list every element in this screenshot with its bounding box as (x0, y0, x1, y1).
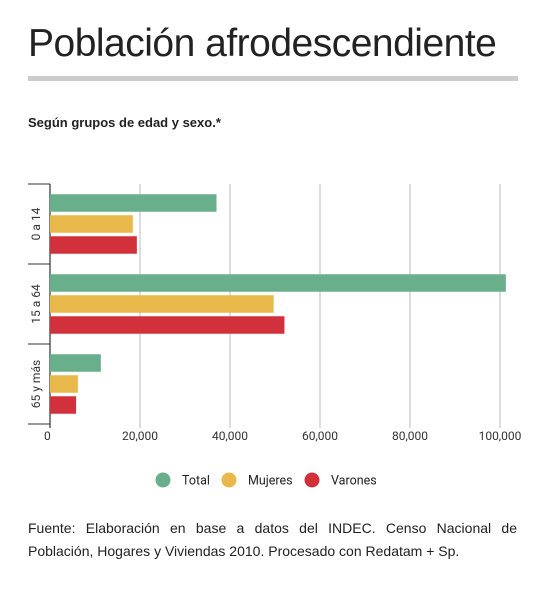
x-tick-label: 60,000 (302, 429, 338, 443)
y-tick-label: 15 a 64 (29, 284, 43, 324)
bar (50, 354, 101, 372)
x-tick-label: 100,000 (479, 429, 522, 443)
chart-subtitle: Según grupos de edad y sexo.* (28, 115, 221, 130)
bar (50, 295, 274, 313)
source-note: Fuente: Elaboración en base a datos del … (28, 520, 517, 559)
bar (50, 316, 285, 334)
title-rule (28, 76, 518, 81)
bar (50, 396, 77, 414)
bar (50, 274, 506, 292)
legend-label: Varones (331, 473, 377, 488)
legend-swatch (304, 472, 320, 488)
y-tick-label: 65 y más (29, 360, 43, 408)
chart: 0 20,000 40,000 60,000 80,000 100,000 0 a 14 15… (28, 183, 522, 488)
bar (50, 236, 137, 254)
legend-swatch (221, 472, 237, 488)
legend-label: Total (182, 473, 210, 488)
x-tick-label: 20,000 (122, 429, 158, 443)
bar (50, 194, 217, 212)
legend-label: Mujeres (248, 473, 293, 488)
chart-title: Población afrodescendiente (28, 22, 497, 65)
y-tick-label: 0 a 14 (29, 207, 43, 240)
x-tick-label: 80,000 (392, 429, 428, 443)
bar (50, 215, 133, 233)
x-tick-label: 40,000 (212, 429, 248, 443)
legend-swatch (155, 472, 171, 488)
bar (50, 375, 78, 393)
x-tick-label: 0 (44, 429, 51, 443)
